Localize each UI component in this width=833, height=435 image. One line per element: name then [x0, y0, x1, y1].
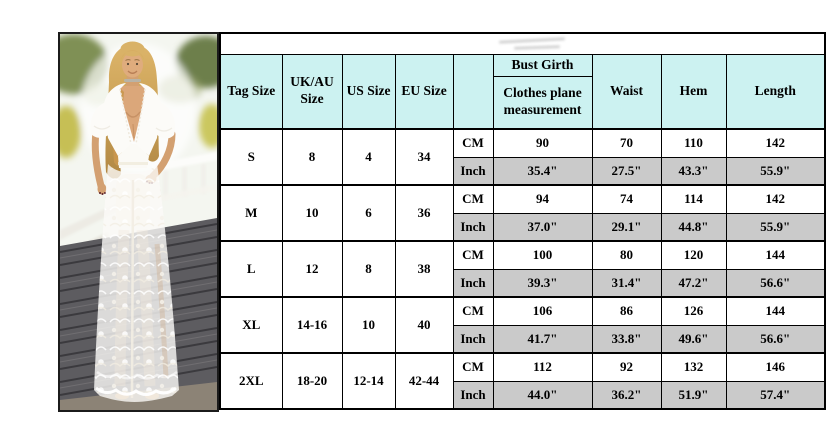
cell-length-cm: 142: [725, 184, 826, 214]
cell-eu-size: 36: [394, 184, 454, 242]
cell-uk-size: 14-16: [281, 296, 343, 354]
cell-hem-cm: 110: [660, 128, 727, 158]
model-figure: [90, 41, 179, 402]
unit-label-inch: Inch: [452, 268, 494, 298]
unit-label-cm: CM: [452, 296, 494, 326]
cell-tag-size: 2XL: [219, 352, 283, 410]
cell-length-inch: 55.9": [725, 212, 826, 242]
cell-us-size: 10: [341, 296, 396, 354]
col-header-length: Length: [725, 53, 826, 130]
unit-label-inch: Inch: [452, 380, 494, 410]
cell-waist-inch: 36.2": [591, 380, 662, 410]
table-row-s-cm: S 8 4 34 CM 90 70 110 142: [219, 128, 826, 186]
cell-length-cm: 142: [725, 128, 826, 158]
cell-hem-cm: 120: [660, 240, 727, 270]
cell-hem-cm: 126: [660, 296, 727, 326]
cell-bust-cm: 94: [492, 184, 593, 214]
cell-hem-inch: 49.6": [660, 324, 727, 354]
cell-length-inch: 56.6": [725, 268, 826, 298]
cell-length-inch: 57.4": [725, 380, 826, 410]
size-chart-table: Tag Size UK/AU Size US Size EU Size Bust…: [219, 32, 826, 410]
table-row-xl-cm: XL 14-16 10 40 CM 106 86 126 144: [219, 296, 826, 354]
top-band-cell: [219, 32, 826, 55]
cell-waist-cm: 80: [591, 240, 662, 270]
cell-bust-cm: 90: [492, 128, 593, 158]
unit-label-inch: Inch: [452, 212, 494, 242]
cell-us-size: 8: [341, 240, 396, 298]
table-row-2xl-cm: 2XL 18-20 12-14 42-44 CM 112 92 132 146: [219, 352, 826, 410]
cell-bust-inch: 37.0": [492, 212, 593, 242]
unit-label-cm: CM: [452, 352, 494, 382]
col-header-waist: Waist: [591, 53, 662, 130]
table-row-xl-inch: Inch 41.7" 33.8" 49.6" 56.6": [220, 324, 826, 354]
cell-us-size: 12-14: [341, 352, 396, 410]
cell-waist-cm: 86: [591, 296, 662, 326]
watermark-smudge: [513, 45, 561, 50]
cell-eu-size: 40: [394, 296, 454, 354]
col-header-tag-size: Tag Size: [219, 53, 283, 130]
unit-label-cm: CM: [452, 240, 494, 270]
cell-eu-size: 38: [394, 240, 454, 298]
top-band-row: [219, 32, 826, 55]
cell-hem-cm: 114: [660, 184, 727, 214]
col-header-us-size: US Size: [341, 53, 396, 130]
col-header-bust-girth: Bust Girth: [492, 53, 593, 77]
cell-length-inch: 56.6": [725, 324, 826, 354]
table-row-l-cm: L 12 8 38 CM 100 80 120 144: [219, 240, 826, 298]
cell-hem-inch: 51.9": [660, 380, 727, 410]
cell-length-cm: 144: [725, 240, 826, 270]
cell-bust-cm: 112: [492, 352, 593, 382]
product-photo: [58, 32, 219, 412]
cell-waist-inch: 31.4": [591, 268, 662, 298]
cell-bust-cm: 100: [492, 240, 593, 270]
col-header-uk-au-size: UK/AU Size: [281, 53, 343, 130]
unit-label-cm: CM: [452, 128, 494, 158]
cell-bust-inch: 35.4": [492, 156, 593, 186]
cell-hem-inch: 43.3": [660, 156, 727, 186]
cell-waist-inch: 33.8": [591, 324, 662, 354]
table-row-s-inch: Inch 35.4" 27.5" 43.3" 55.9": [220, 156, 826, 186]
cell-hem-inch: 44.8": [660, 212, 727, 242]
cell-eu-size: 42-44: [394, 352, 454, 410]
unit-label-inch: Inch: [452, 156, 494, 186]
cell-us-size: 4: [341, 128, 396, 186]
cell-bust-inch: 39.3": [492, 268, 593, 298]
cell-waist-cm: 70: [591, 128, 662, 158]
col-header-unit: [452, 53, 494, 130]
cell-uk-size: 18-20: [281, 352, 343, 410]
table-row-m-cm: M 10 6 36 CM 94 74 114 142: [219, 184, 826, 242]
cell-uk-size: 12: [281, 240, 343, 298]
header-subrow: Clothes plane measurement: [220, 75, 825, 130]
cell-tag-size: M: [219, 184, 283, 242]
cell-length-inch: 55.9": [725, 156, 826, 186]
col-header-bust-measurement-note: Clothes plane measurement: [492, 75, 593, 130]
cell-uk-size: 8: [281, 128, 343, 186]
watermark-smudge: [498, 37, 566, 44]
cell-tag-size: L: [219, 240, 283, 298]
cell-bust-cm: 106: [492, 296, 593, 326]
cell-waist-inch: 27.5": [591, 156, 662, 186]
unit-label-cm: CM: [452, 184, 494, 214]
cell-waist-cm: 92: [591, 352, 662, 382]
cell-us-size: 6: [341, 184, 396, 242]
cell-waist-inch: 29.1": [591, 212, 662, 242]
unit-label-inch: Inch: [452, 324, 494, 354]
col-header-eu-size: EU Size: [394, 53, 454, 130]
cell-tag-size: S: [219, 128, 283, 186]
cell-tag-size: XL: [219, 296, 283, 354]
table-row-2xl-inch: Inch 44.0" 36.2" 51.9" 57.4": [220, 380, 826, 410]
cell-length-cm: 146: [725, 352, 826, 382]
cell-hem-cm: 132: [660, 352, 727, 382]
cell-uk-size: 10: [281, 184, 343, 242]
cell-bust-inch: 44.0": [492, 380, 593, 410]
col-header-hem: Hem: [660, 53, 727, 130]
cell-hem-inch: 47.2": [660, 268, 727, 298]
product-photo-illustration: [60, 34, 217, 410]
cell-length-cm: 144: [725, 296, 826, 326]
cell-waist-cm: 74: [591, 184, 662, 214]
header-row: Tag Size UK/AU Size US Size EU Size Bust…: [219, 53, 826, 130]
cell-bust-inch: 41.7": [492, 324, 593, 354]
cell-eu-size: 34: [394, 128, 454, 186]
